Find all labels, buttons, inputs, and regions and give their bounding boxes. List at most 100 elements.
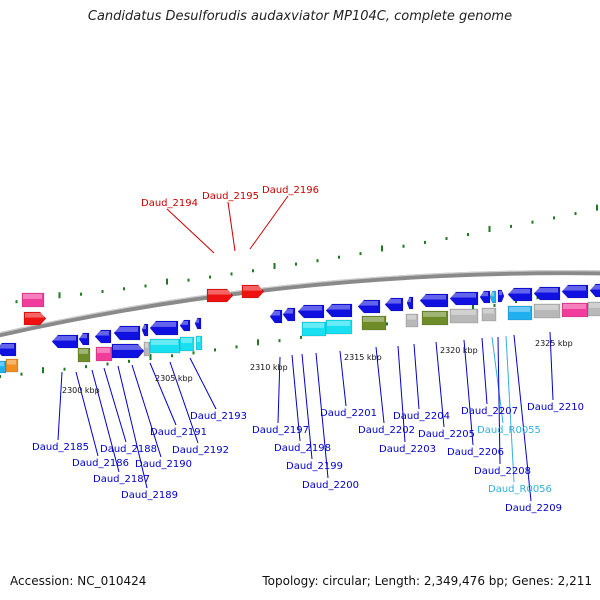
gene-label: Daud_2189 <box>121 490 178 501</box>
leader-line <box>339 350 347 407</box>
leader-line <box>491 336 504 424</box>
gene-feature-shine <box>563 286 586 291</box>
highlight-leader-line <box>166 208 215 254</box>
leader-line <box>75 371 99 457</box>
gene-label: Daud_2190 <box>135 459 192 470</box>
gene-feature <box>282 307 296 322</box>
gene-feature <box>533 303 561 319</box>
gene-label: Daud_2206 <box>447 447 504 458</box>
gene-feature-shine <box>181 321 188 325</box>
gene-features <box>0 283 600 374</box>
gene-feature <box>533 286 561 301</box>
gene-feature <box>587 301 600 317</box>
map-title: Candidatus Desulforudis audaxviator MP10… <box>87 9 513 24</box>
gene-feature <box>507 287 533 302</box>
gene-feature-shine <box>483 309 494 314</box>
gene-feature-shine <box>421 295 446 300</box>
gene-feature-shine <box>181 338 192 343</box>
gene-feature-shine <box>53 336 76 341</box>
gene-feature-shine <box>115 327 138 332</box>
scale-label: 2320 kbp <box>440 346 478 355</box>
gene-feature-shine <box>363 317 384 322</box>
gene-feature-shine <box>208 290 231 295</box>
gene-label: Daud_2204 <box>393 411 450 422</box>
gene-feature-shine <box>79 349 88 354</box>
scale-label: 2305 kbp <box>155 374 193 383</box>
gene-feature <box>77 347 91 363</box>
gene-feature <box>51 334 79 349</box>
scale-label: 2310 kbp <box>250 363 288 372</box>
gene-feature-shine <box>25 313 44 318</box>
gene-feature <box>406 296 414 310</box>
gene-label: Daud_R0056 <box>488 484 552 495</box>
gene-feature-shine <box>151 340 178 345</box>
gene-label: Daud_R0055 <box>477 425 541 436</box>
gene-label: Daud_2185 <box>32 442 89 453</box>
scale-labels: 2300 kbp 2305 kbp 2310 kbp 2315 kbp 2320 kbp… <box>62 339 573 395</box>
gene-label: Daud_2210 <box>527 402 584 413</box>
leader-line <box>375 346 385 424</box>
leader-line <box>481 337 488 405</box>
gene-feature <box>497 289 505 303</box>
gene-feature-shine <box>509 289 530 294</box>
gene-feature-shine <box>303 323 324 328</box>
inner-tick-ring <box>0 285 582 378</box>
gene-feature-shine <box>423 312 446 317</box>
highlighted-gene-label: Daud_2195 <box>202 191 259 202</box>
gene-feature <box>141 323 149 337</box>
gene-feature <box>111 343 145 359</box>
gene-feature <box>421 310 449 326</box>
gene-feature-shine <box>589 303 600 308</box>
gene-feature-shine <box>151 322 176 327</box>
gene-feature <box>405 313 419 328</box>
gene-feature <box>0 342 17 357</box>
gene-labels: Daud_2185 Daud_2186 Daud_2187 Daud_2188 Daud… <box>32 402 584 514</box>
leader-line <box>505 335 515 483</box>
gene-label: Daud_2198 <box>274 443 331 454</box>
gene-feature-shine <box>407 315 416 320</box>
gene-label: Daud_2192 <box>172 445 229 456</box>
gene-feature-shine <box>535 288 558 293</box>
gene-feature <box>297 304 325 319</box>
gene-label: Daud_2201 <box>320 408 377 419</box>
leader-line <box>301 353 313 460</box>
gene-feature-shine <box>299 306 322 311</box>
leader-line <box>397 345 406 443</box>
accession-text: Accession: NC_010424 <box>10 574 147 588</box>
gene-feature-shine <box>271 311 280 316</box>
leader-line <box>131 364 162 458</box>
highlighted-gene-label: Daud_2194 <box>141 198 198 209</box>
gene-feature-shine <box>96 331 109 336</box>
leader-line <box>463 339 474 446</box>
gene-feature-shine <box>563 304 586 309</box>
gene-feature <box>194 317 202 330</box>
gene-feature <box>301 321 327 337</box>
highlight-leader-line <box>249 195 289 250</box>
gene-feature <box>241 284 265 299</box>
gene-feature <box>195 335 203 351</box>
backbone-highlight <box>0 270 600 334</box>
gene-feature <box>479 290 491 304</box>
gene-feature <box>384 297 404 312</box>
leader-line <box>315 352 329 479</box>
gene-feature <box>94 329 112 344</box>
gene-feature <box>269 309 283 324</box>
gene-feature-shine <box>23 294 42 299</box>
highlight-leader-line <box>227 201 236 252</box>
gene-feature-shine <box>196 319 199 323</box>
scale-label: 2315 kbp <box>344 353 382 362</box>
gene-label: Daud_2203 <box>379 444 436 455</box>
gene-feature <box>449 308 479 324</box>
gene-label: Daud_2191 <box>150 427 207 438</box>
leader-line <box>103 367 127 443</box>
gene-feature <box>23 311 47 326</box>
gene-feature <box>113 325 141 341</box>
leader-line <box>117 365 148 489</box>
leader-line <box>435 341 445 428</box>
gene-feature-shine <box>327 305 350 310</box>
gene-feature-shine <box>0 344 14 349</box>
scale-label: 2325 kbp <box>535 339 573 348</box>
gene-feature-shine <box>97 348 110 353</box>
gene-label: Daud_2186 <box>72 458 129 469</box>
